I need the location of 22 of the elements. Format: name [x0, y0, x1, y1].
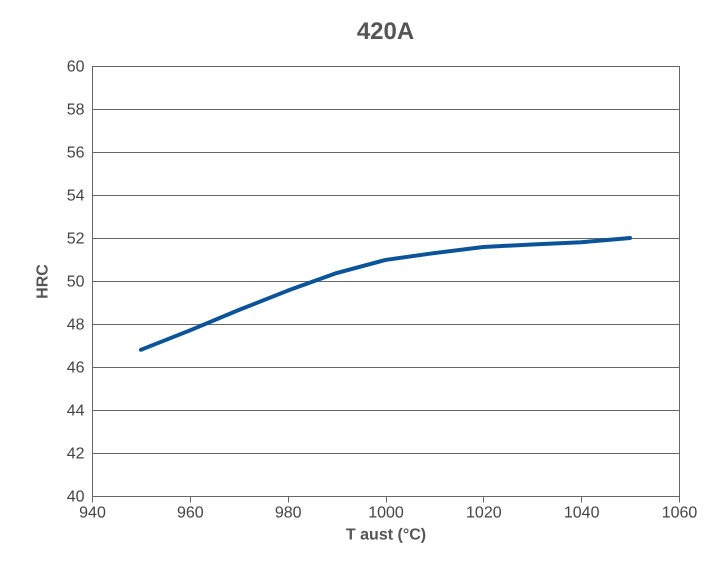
y-tick-label: 44 [66, 402, 85, 420]
y-tick-label: 54 [66, 188, 85, 204]
y-tick-label: 40 [66, 488, 85, 506]
x-tick-label: 1020 [466, 504, 502, 522]
x-tick-label: 1000 [368, 504, 404, 522]
x-tick-label: 960 [176, 504, 204, 522]
x-tick-label: 1060 [662, 504, 698, 522]
line-series [138, 236, 632, 352]
y-tick-label: 60 [66, 58, 85, 76]
x-tick-label: 980 [274, 504, 302, 522]
chart-title: 420A [356, 18, 414, 45]
y-tick-label: 50 [66, 274, 85, 290]
y-tick-label: 42 [66, 446, 85, 462]
y-tick-label: 48 [66, 316, 85, 334]
y-tick-label: 56 [66, 144, 85, 162]
x-tick-label: 940 [79, 504, 106, 522]
y-axis-title: HRC [34, 264, 52, 299]
x-axis-title: T aust (°C) [346, 526, 426, 544]
y-tick-label: 46 [66, 360, 85, 376]
x-tick-label: 1040 [564, 504, 600, 522]
y-tick-label: 52 [66, 230, 85, 248]
y-tick-label: 58 [66, 102, 85, 118]
